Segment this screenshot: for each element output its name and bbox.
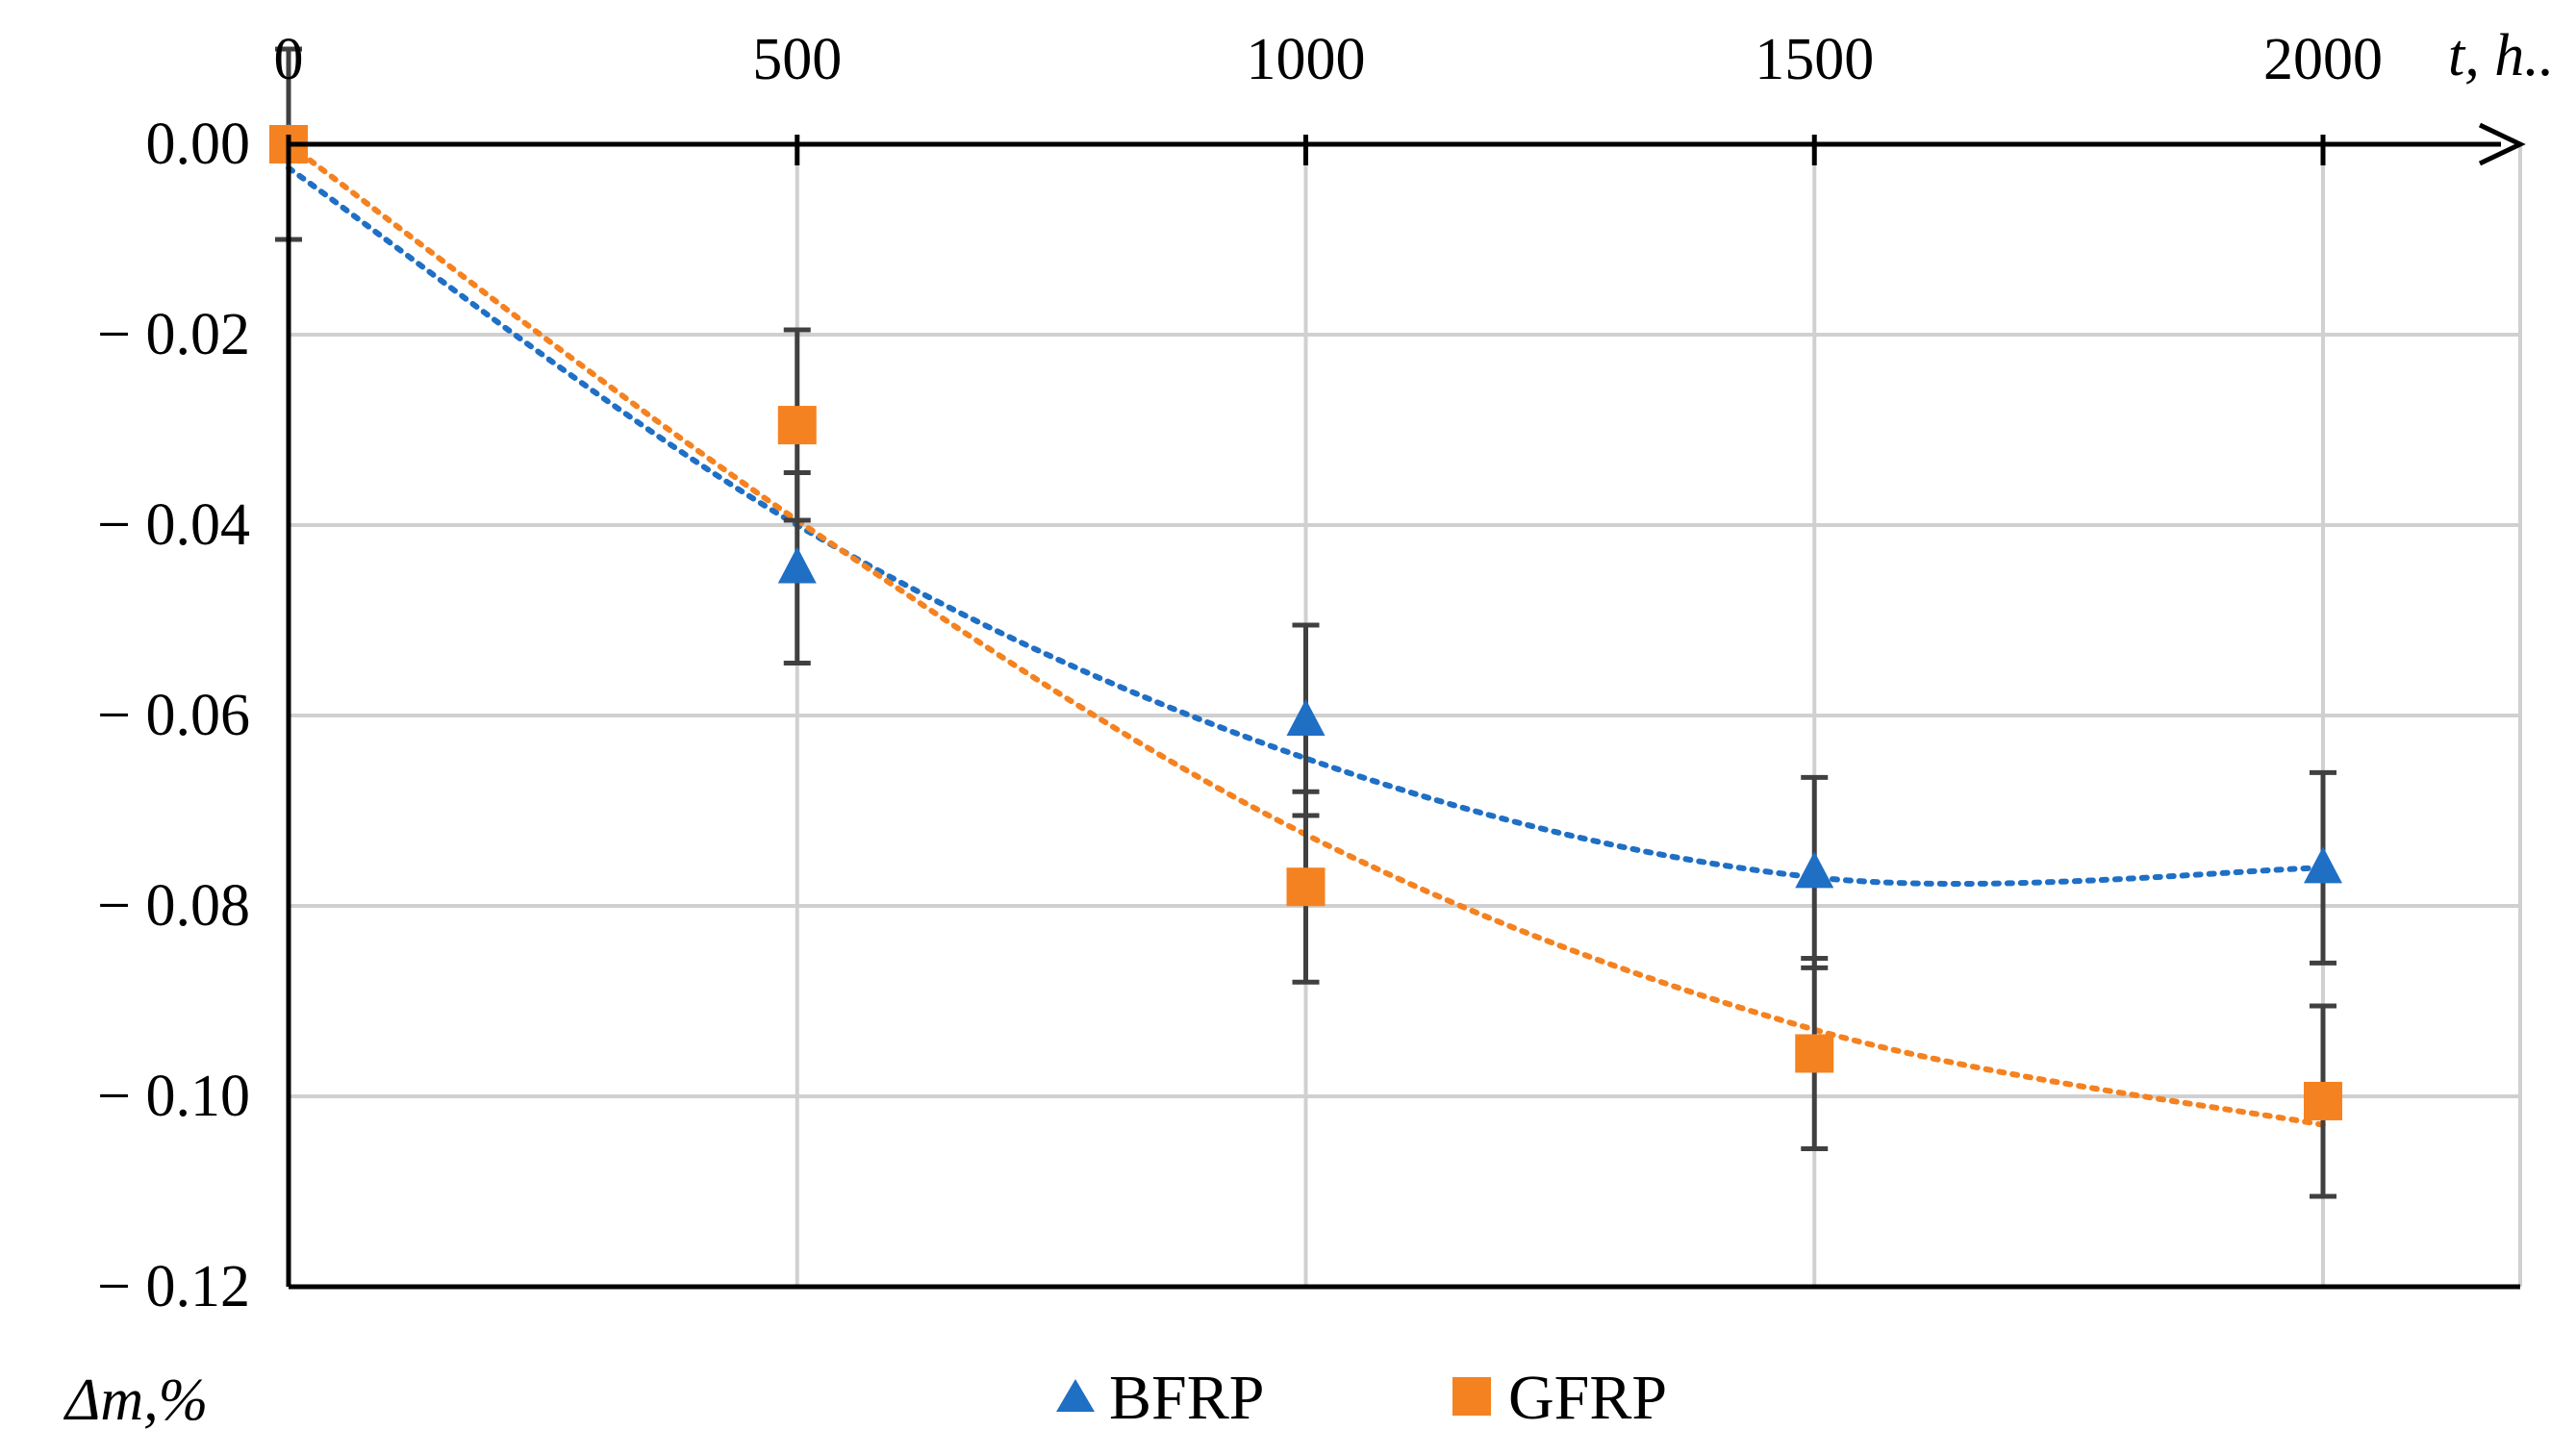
y-tick-label: 0.00 xyxy=(146,112,251,177)
grid xyxy=(289,144,2522,1289)
trendline-gfrp xyxy=(286,141,2326,1128)
data-point-gfrp xyxy=(777,406,817,445)
data-point-bfrp xyxy=(1286,698,1326,736)
data-point-bfrp xyxy=(777,546,817,584)
x-tick-label: 0 xyxy=(274,27,304,92)
y-tick-label: − 0.12 xyxy=(97,1254,250,1319)
legend: BFRP GFRP xyxy=(1056,1363,1667,1433)
legend-marker-gfrp xyxy=(1452,1377,1491,1416)
x-tick-label: 2000 xyxy=(2263,27,2383,92)
x-tick-label: 500 xyxy=(752,27,842,92)
y-axis-title: Δm,% xyxy=(63,1368,208,1433)
y-tick-label: − 0.04 xyxy=(97,492,250,558)
data-point-bfrp xyxy=(2304,846,2342,884)
legend-label-gfrp: GFRP xyxy=(1508,1363,1667,1433)
y-tick-label: − 0.10 xyxy=(97,1064,250,1129)
data-point-bfrp xyxy=(1795,851,1834,889)
x-tick-labels: 0 500 1000 1500 2000 xyxy=(274,27,2384,92)
y-tick-label: − 0.02 xyxy=(97,302,250,367)
legend-label-bfrp: BFRP xyxy=(1109,1363,1264,1433)
trendlines xyxy=(286,141,2326,1128)
axes xyxy=(286,122,2526,1290)
data-point-gfrp xyxy=(1795,1034,1834,1073)
x-axis-arrow-icon xyxy=(2478,122,2526,166)
data-point-gfrp xyxy=(1286,867,1326,907)
x-tick-label: 1000 xyxy=(1247,27,1366,92)
x-tick-label: 1500 xyxy=(1755,27,1874,92)
y-tick-label: − 0.08 xyxy=(97,873,250,939)
x-axis-title: t, h.. xyxy=(2448,23,2554,88)
y-tick-label: − 0.06 xyxy=(97,683,250,748)
data-point-gfrp xyxy=(2304,1081,2342,1120)
y-tick-labels: 0.00 − 0.02 − 0.04 − 0.06 − 0.08 − 0.10 − 0.12 xyxy=(97,112,250,1319)
legend-marker-bfrp xyxy=(1056,1379,1095,1412)
trendline-bfrp xyxy=(286,164,2326,887)
